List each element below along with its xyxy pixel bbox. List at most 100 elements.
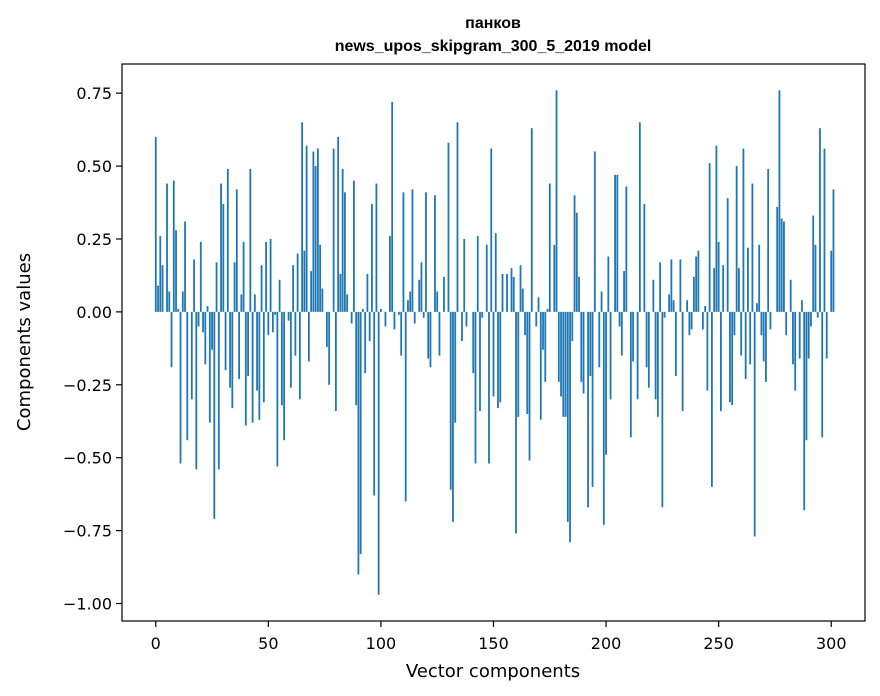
bar-122: [429, 311, 432, 368]
y-tick-label: 0.25: [76, 230, 112, 249]
bar-293: [814, 244, 817, 312]
bar-63: [296, 253, 299, 312]
x-axis-label: Vector components: [406, 661, 580, 682]
bar-10: [177, 308, 180, 312]
bar-284: [794, 311, 797, 391]
bar-94: [366, 273, 369, 312]
bar-291: [810, 311, 812, 327]
bar-212: [632, 311, 634, 362]
bar-24: [208, 311, 211, 423]
bar-35: [233, 262, 236, 312]
bar-37: [238, 311, 240, 379]
bar-175: [548, 183, 551, 312]
bar-44: [253, 294, 256, 312]
bar-113: [409, 291, 412, 312]
bar-56: [280, 311, 283, 406]
bar-8: [172, 180, 175, 312]
bar-295: [819, 128, 821, 312]
bar-49: [265, 241, 267, 312]
bar-16: [190, 311, 193, 400]
bar-141: [472, 311, 475, 374]
bar-143: [476, 236, 479, 312]
x-tick-label: 50: [258, 634, 278, 653]
bar-247: [711, 311, 713, 487]
bar-136: [461, 311, 463, 342]
bar-119: [422, 311, 425, 318]
bar-296: [821, 311, 824, 438]
bar-282: [789, 279, 792, 312]
bar-228: [668, 294, 671, 312]
bar-81: [337, 136, 340, 312]
bar-154: [501, 273, 504, 312]
bar-279: [783, 221, 785, 312]
x-tick-label: 250: [703, 634, 734, 653]
bar-124: [434, 195, 436, 312]
bar-237: [688, 311, 691, 336]
bar-108: [398, 311, 400, 315]
bar-79: [332, 148, 335, 312]
bar-46: [258, 311, 261, 420]
bar-272: [767, 168, 770, 312]
bar-111: [404, 311, 407, 502]
bar-208: [623, 271, 625, 312]
bar-252: [722, 265, 725, 312]
bar-151: [494, 233, 497, 312]
bar-133: [454, 311, 457, 423]
bar-25: [211, 311, 213, 350]
bar-64: [298, 311, 301, 400]
bar-7: [170, 311, 173, 368]
bar-5: [166, 183, 168, 312]
bar-248: [713, 268, 716, 312]
bar-198: [600, 291, 603, 312]
bar-278: [780, 218, 783, 312]
bar-6: [168, 291, 171, 312]
bar-45: [256, 311, 258, 391]
bar-96: [371, 203, 373, 312]
bar-193: [589, 311, 592, 377]
bar-93: [364, 311, 367, 374]
bar-283: [792, 311, 794, 365]
bar-76: [325, 311, 328, 347]
bar-69: [310, 271, 313, 312]
bar-137: [463, 238, 466, 312]
bar-102: [384, 311, 387, 327]
bar-73: [319, 244, 322, 312]
bar-270: [762, 311, 765, 362]
x-tick-label: 200: [591, 634, 622, 653]
bar-40: [244, 311, 247, 426]
bar-3: [161, 265, 164, 312]
bar-152: [497, 311, 499, 409]
bar-27: [215, 262, 218, 312]
bar-280: [785, 311, 788, 336]
bar-72: [316, 148, 319, 312]
bar-70: [312, 151, 315, 312]
bar-187: [575, 212, 578, 312]
bar-41: [247, 311, 249, 377]
bar-147: [485, 244, 488, 312]
bar-192: [587, 311, 589, 508]
y-tick-label: −1.00: [63, 595, 112, 614]
bar-52: [271, 311, 274, 333]
bar-271: [765, 311, 767, 382]
bar-257: [733, 311, 736, 336]
bar-260: [740, 311, 743, 356]
bar-97: [373, 311, 376, 496]
bar-54: [276, 311, 279, 467]
bar-30: [222, 203, 225, 312]
bar-224: [659, 262, 662, 312]
bar-204: [614, 174, 616, 312]
bar-43: [251, 311, 254, 423]
bar-172: [542, 311, 544, 350]
bar-211: [629, 311, 632, 438]
bar-236: [686, 300, 689, 312]
bar-160: [515, 311, 517, 534]
x-tick-label: 150: [478, 634, 509, 653]
bar-110: [402, 192, 405, 312]
plot-frame: [121, 63, 866, 622]
bar-189: [580, 311, 583, 382]
y-tick-label: −0.25: [63, 376, 112, 395]
bar-197: [598, 311, 601, 368]
bar-84: [344, 192, 346, 312]
bar-9: [175, 230, 177, 312]
bar-276: [776, 206, 779, 312]
